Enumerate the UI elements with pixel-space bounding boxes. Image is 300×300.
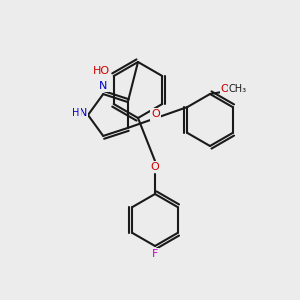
Text: H: H — [72, 108, 80, 118]
Text: HO: HO — [93, 66, 110, 76]
Text: O: O — [220, 84, 230, 94]
Text: F: F — [152, 249, 158, 259]
Text: O: O — [151, 162, 159, 172]
Text: N: N — [99, 81, 107, 91]
Text: O: O — [151, 110, 160, 119]
Text: CH₃: CH₃ — [229, 84, 247, 94]
Text: N: N — [79, 108, 87, 118]
